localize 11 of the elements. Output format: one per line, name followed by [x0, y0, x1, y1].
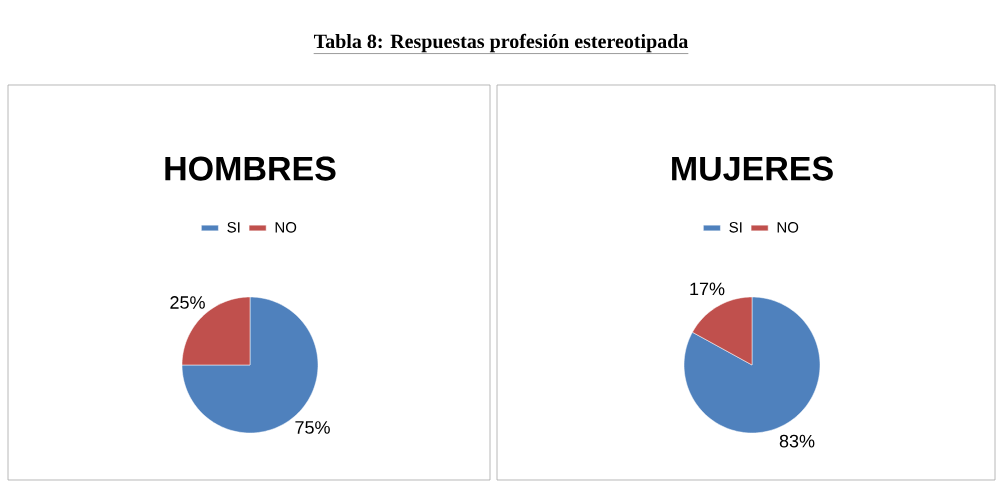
legend-label: SI: [227, 222, 240, 233]
legend-label: NO: [275, 222, 297, 233]
text: Tabla 8: Respuestas profesión estereotipada: [313, 33, 689, 53]
legend-label: NO: [777, 222, 799, 233]
data-label: 75%: [295, 421, 330, 434]
data-label: 17%: [690, 282, 725, 296]
data-label: 25%: [170, 296, 205, 309]
chart-title: MUJERES: [672, 156, 833, 181]
legend-label: SI: [729, 222, 742, 233]
data-label: 83%: [779, 434, 815, 448]
chart-title: HOMBRES: [165, 156, 336, 181]
